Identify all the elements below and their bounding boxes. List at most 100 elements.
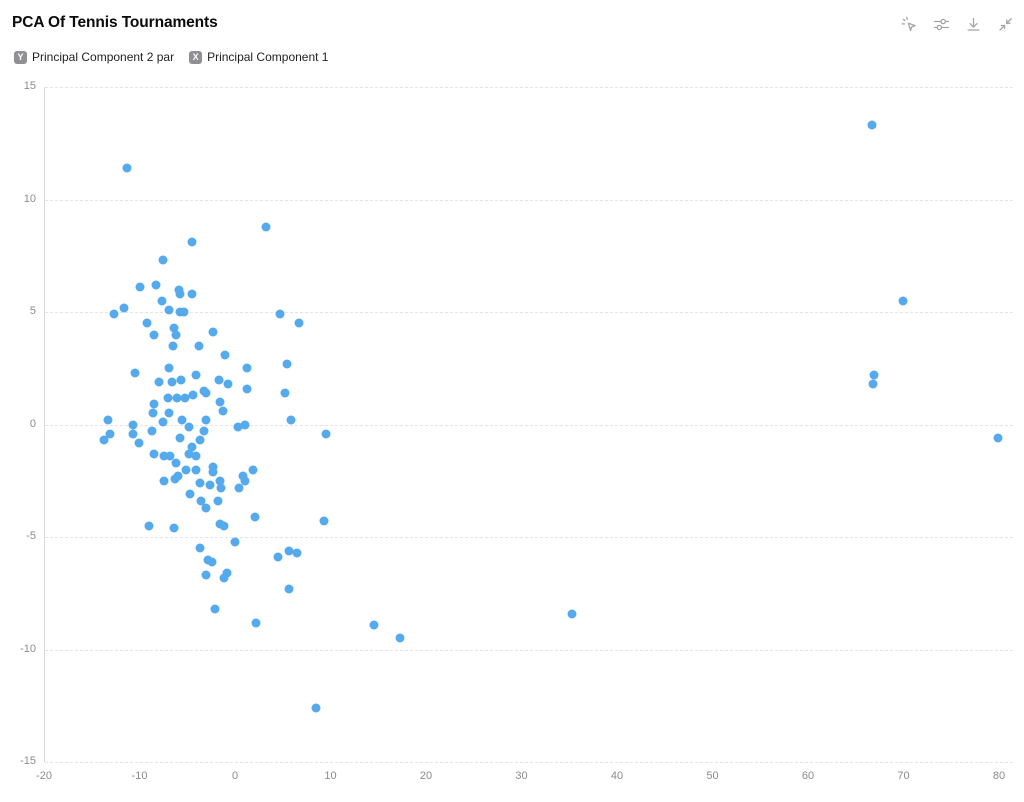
data-point[interactable] [220,350,230,360]
pointer-spark-button[interactable] [901,16,918,33]
data-point[interactable] [201,570,211,580]
data-point[interactable] [898,296,908,306]
data-point[interactable] [147,426,157,436]
data-point[interactable] [311,703,321,713]
data-point[interactable] [319,516,329,526]
data-point[interactable] [216,483,226,492]
data-point[interactable] [219,521,229,531]
data-point[interactable] [273,552,283,562]
data-point[interactable] [234,483,244,492]
data-point[interactable] [173,471,183,481]
data-point[interactable] [242,384,252,393]
data-point[interactable] [128,420,138,429]
data-point[interactable] [218,406,228,416]
data-point[interactable] [282,359,292,369]
data-point[interactable] [165,451,175,461]
data-point[interactable] [151,280,161,290]
data-point[interactable] [248,465,258,474]
data-point[interactable] [195,478,205,488]
data-point[interactable] [210,604,220,614]
data-point[interactable] [240,476,250,486]
data-point[interactable] [222,568,232,578]
data-point[interactable] [280,388,290,398]
data-point[interactable] [128,429,138,438]
sliders-button[interactable] [933,16,950,33]
data-point[interactable] [213,496,223,506]
data-point[interactable] [158,417,168,427]
data-point[interactable] [149,330,159,339]
data-point[interactable] [171,330,181,339]
data-point[interactable] [164,363,174,373]
data-point[interactable] [105,429,115,438]
data-point[interactable] [184,422,194,432]
data-point[interactable] [184,449,194,459]
data-point[interactable] [175,307,185,317]
data-point[interactable] [219,573,229,582]
data-point[interactable] [261,222,271,231]
data-point[interactable] [993,433,1003,443]
data-point[interactable] [169,323,179,333]
data-point[interactable] [177,415,187,425]
data-point[interactable] [172,393,182,402]
data-point[interactable] [181,465,191,474]
data-point[interactable] [187,442,197,452]
data-point[interactable] [135,282,145,292]
data-point[interactable] [869,370,879,380]
data-point[interactable] [208,467,218,477]
data-point[interactable] [230,537,240,546]
data-point[interactable] [284,584,294,594]
data-point[interactable] [134,438,144,447]
data-point[interactable] [119,303,129,312]
data-point[interactable] [284,546,294,555]
data-point[interactable] [233,422,243,432]
data-point[interactable] [130,368,140,378]
data-point[interactable] [199,426,209,436]
data-point[interactable] [292,548,302,558]
data-point[interactable] [201,503,211,513]
data-point[interactable] [395,633,405,643]
data-point[interactable] [187,289,197,299]
data-point[interactable] [103,415,113,425]
collapse-button[interactable] [997,16,1014,33]
data-point[interactable] [286,415,296,425]
data-point[interactable] [188,390,198,400]
data-point[interactable] [215,397,225,407]
data-point[interactable] [275,309,285,319]
data-point[interactable] [196,496,206,506]
data-point[interactable] [250,512,260,522]
data-point[interactable] [148,408,158,418]
data-point[interactable] [208,327,218,337]
data-point[interactable] [321,429,331,438]
data-point[interactable] [167,377,177,387]
data-point[interactable] [109,309,119,319]
data-point[interactable] [194,341,204,351]
data-point[interactable] [159,476,169,486]
data-point[interactable] [185,489,195,499]
data-point[interactable] [157,296,166,306]
data-point[interactable] [195,543,205,553]
data-point[interactable] [214,375,224,384]
data-point[interactable] [867,120,877,130]
data-point[interactable] [180,393,190,402]
data-point[interactable] [176,375,186,384]
data-point[interactable] [201,415,211,425]
data-point[interactable] [122,163,132,173]
data-point[interactable] [175,433,185,443]
data-point[interactable] [201,388,211,398]
data-point[interactable] [164,305,174,315]
data-point[interactable] [191,451,201,461]
data-point[interactable] [191,465,201,474]
data-point[interactable] [175,289,185,299]
data-point[interactable] [191,370,201,380]
data-point[interactable] [149,399,159,409]
data-point[interactable] [171,458,181,468]
data-point[interactable] [223,379,233,389]
data-point[interactable] [369,620,379,630]
data-point[interactable] [169,523,179,533]
data-point[interactable] [207,557,217,567]
data-point[interactable] [164,408,174,418]
data-point[interactable] [144,521,154,531]
data-point[interactable] [163,393,173,402]
data-point[interactable] [251,618,261,627]
data-point[interactable] [179,307,189,317]
